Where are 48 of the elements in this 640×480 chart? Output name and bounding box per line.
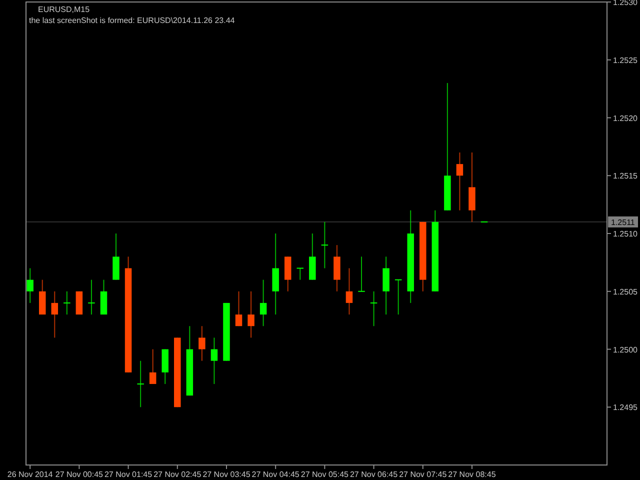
candlestick — [468, 152, 476, 222]
candlestick — [210, 337, 218, 384]
candlestick — [358, 256, 366, 292]
y-tick-label: 1.2520 — [613, 114, 638, 123]
candlestick — [235, 290, 242, 327]
candlestick — [26, 268, 34, 304]
x-tick-label: 26 Nov 2014 — [7, 470, 54, 479]
candlestick — [38, 279, 46, 316]
x-tick-label: 27 Nov 00:45 — [55, 470, 104, 479]
y-tick-label: 1.2515 — [613, 172, 638, 181]
y-tick-label: 1.2510 — [613, 230, 638, 238]
candlestick — [149, 348, 156, 384]
candlestick — [284, 256, 292, 292]
candlestick — [296, 268, 304, 280]
candlestick — [456, 152, 464, 211]
candlestick — [309, 233, 316, 280]
candlestick — [260, 279, 267, 327]
candlestick — [272, 233, 279, 316]
x-tick-label: 27 Nov 07:45 — [399, 470, 448, 479]
candlestick — [382, 256, 390, 316]
candlestick — [346, 268, 353, 316]
candlestick — [198, 326, 206, 362]
candlestick — [320, 221, 329, 269]
y-tick-label: 1.2495 — [613, 403, 638, 412]
candlestick — [370, 290, 378, 327]
x-tick-label: 27 Nov 02:45 — [154, 470, 202, 479]
ref-line-label: 1.2511 — [611, 218, 636, 227]
chart-title: EURUSD,M15 — [38, 5, 90, 14]
candlestick — [51, 290, 58, 338]
candlestick — [112, 233, 120, 280]
y-tick-label: 1.2500 — [613, 345, 638, 354]
y-tick-label: 1.2525 — [613, 56, 638, 65]
candlestick — [394, 279, 402, 316]
candlestick — [162, 348, 168, 384]
text: the last screenShot is formed: EURUSD\2014.11.26 23.44 — [29, 16, 236, 25]
x-tick-label: 27 Nov 04:45 — [252, 470, 300, 479]
candlestick — [248, 290, 254, 338]
candlestick — [63, 290, 71, 316]
candlestick — [334, 244, 340, 292]
y-tick-label: 1.2505 — [613, 287, 638, 296]
x-tick-label: 27 Nov 05:45 — [300, 470, 350, 479]
x-tick-label: 27 Nov 08:45 — [448, 470, 496, 479]
x-tick-label: 27 Nov 03:45 — [202, 470, 251, 479]
x-tick-label: 27 Nov 01:45 — [104, 470, 153, 479]
x-tick-label: 27 Nov 06:45 — [350, 470, 398, 479]
candlestick — [136, 360, 144, 408]
candlestick — [88, 279, 96, 316]
candlestick — [100, 279, 108, 316]
